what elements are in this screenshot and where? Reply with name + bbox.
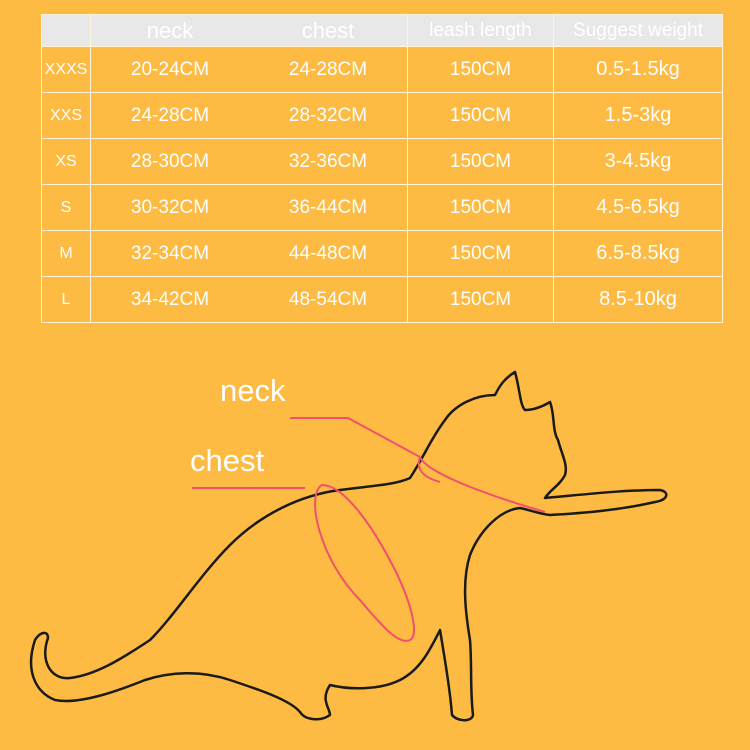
header-suggest-weight: Suggest weight <box>553 14 723 47</box>
header-size <box>41 14 91 47</box>
table-row: XXS 24-28CM 28-32CM 150CM 1.5-3kg <box>41 92 723 139</box>
table-row: M 32-34CM 44-48CM 150CM 6.5-8.5kg <box>41 230 723 277</box>
cell-chest: 24-28CM <box>249 46 408 93</box>
table-header: neck chest leash length Suggest weight <box>41 14 723 47</box>
cell-neck: 24-28CM <box>90 92 249 139</box>
cell-leash: 150CM <box>407 92 554 139</box>
cell-size: XXS <box>41 92 91 139</box>
cell-size: M <box>41 230 91 277</box>
header-chest: chest <box>249 14 408 47</box>
cell-leash: 150CM <box>407 184 554 231</box>
cell-neck: 20-24CM <box>90 46 249 93</box>
cell-chest: 48-54CM <box>249 276 408 323</box>
cell-chest: 44-48CM <box>249 230 408 277</box>
cat-outline <box>29 370 668 722</box>
cell-weight: 4.5-6.5kg <box>553 184 723 231</box>
header-neck: neck <box>90 14 249 47</box>
cell-neck: 30-32CM <box>90 184 249 231</box>
neck-measure-line <box>290 417 546 513</box>
cell-neck: 32-34CM <box>90 230 249 277</box>
cell-chest: 28-32CM <box>249 92 408 139</box>
cell-weight: 3-4.5kg <box>553 138 723 185</box>
table-row: L 34-42CM 48-54CM 150CM 8.5-10kg <box>41 276 723 323</box>
cell-weight: 1.5-3kg <box>553 92 723 139</box>
size-chart-table: neck chest leash length Suggest weight X… <box>41 14 723 323</box>
chest-measure-line <box>192 483 416 642</box>
table-row: S 30-32CM 36-44CM 150CM 4.5-6.5kg <box>41 184 723 231</box>
cell-leash: 150CM <box>407 276 554 323</box>
chest-label: chest <box>190 443 265 478</box>
cell-neck: 34-42CM <box>90 276 249 323</box>
table-row: XXXS 20-24CM 24-28CM 150CM 0.5-1.5kg <box>41 46 723 93</box>
cell-weight: 8.5-10kg <box>553 276 723 323</box>
cell-size: L <box>41 276 91 323</box>
cell-chest: 32-36CM <box>249 138 408 185</box>
cell-leash: 150CM <box>407 46 554 93</box>
cell-weight: 6.5-8.5kg <box>553 230 723 277</box>
neck-label: neck <box>220 373 286 408</box>
cell-chest: 36-44CM <box>249 184 408 231</box>
cell-size: XXXS <box>41 46 91 93</box>
